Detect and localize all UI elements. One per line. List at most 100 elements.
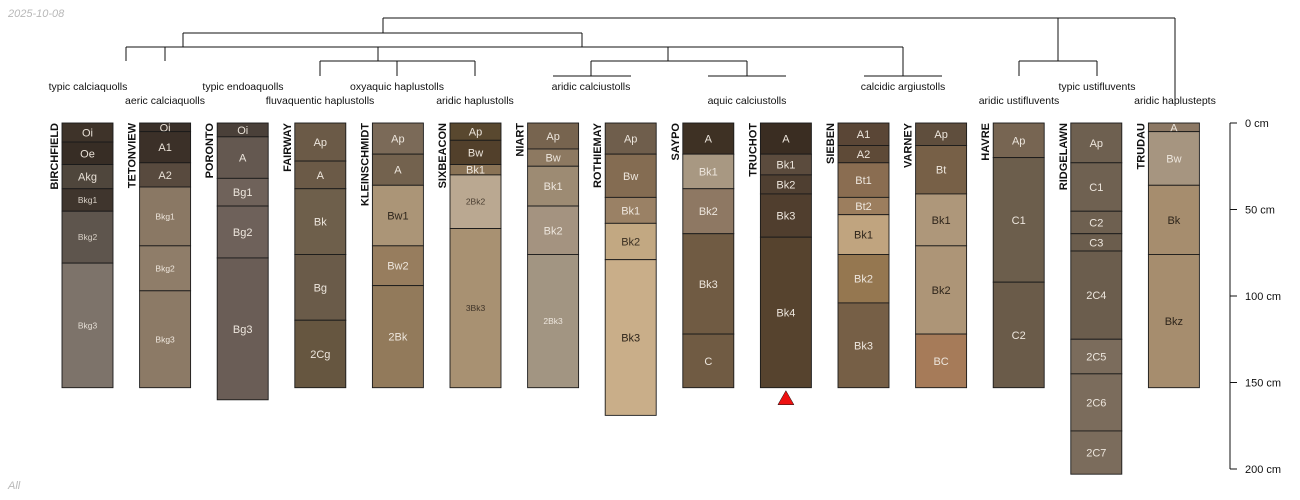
horizon-bk3 <box>837 302 890 389</box>
horizon-label: 2C6 <box>1086 397 1106 409</box>
taxonomy-label: aridic ustifluvents <box>979 95 1060 107</box>
horizon-label: Oi <box>82 128 93 140</box>
profile-name: VARNEY <box>903 122 915 168</box>
horizon-bkz <box>1147 254 1200 389</box>
horizon-label: Bw2 <box>387 261 408 273</box>
horizon-label: Bk1 <box>854 230 873 242</box>
horizon-label: Bkz <box>1165 316 1183 328</box>
horizon-a <box>216 136 269 179</box>
horizon-label: Bw <box>1166 153 1181 165</box>
horizon-bg3 <box>216 257 269 401</box>
taxonomy-labels: typic calciaquolls aeric calciaquolls typi… <box>49 81 1216 107</box>
taxonomy-label: typic endoaquolls <box>202 81 283 93</box>
horizon-label: Bkg1 <box>155 211 175 221</box>
horizon-label: Bk2 <box>932 285 951 297</box>
horizon-label: 2Bk3 <box>543 316 563 326</box>
horizon-ap <box>604 122 657 155</box>
horizon-bk1 <box>837 214 890 255</box>
profile-poronto: Oi A Bg1 Bg2 Bg3 PORONTO <box>204 122 269 401</box>
taxonomy-label: aridic calciustolls <box>552 81 631 93</box>
profile-saypo: A Bk1 Bk2 Bk3 C SAYPO <box>670 122 735 389</box>
horizon-label: Bk2 <box>776 179 795 191</box>
horizon-bk <box>294 188 347 255</box>
horizon-bc <box>915 333 968 389</box>
horizon-bk1 <box>527 165 580 207</box>
horizon-bk2 <box>527 205 580 255</box>
horizon-a <box>759 122 812 155</box>
horizon-label: C3 <box>1089 237 1103 249</box>
profile-niart: Ap Bw Bk1 Bk2 2Bk3 NIART <box>515 122 580 389</box>
horizon-bk1 <box>682 153 735 190</box>
profile-truchot: A Bk1 Bk2 Bk3 Bk4 TRUCHOT <box>747 122 812 405</box>
horizon-label: Oe <box>80 148 95 160</box>
horizon-bk2 <box>915 245 968 335</box>
horizon-label: A1 <box>158 142 171 154</box>
horizon-bw <box>1147 131 1200 186</box>
profile-name: SAYPO <box>670 123 682 161</box>
profile-rothiemay: Ap Bw Bk1 Bk2 Bk3 ROTHIEMAY <box>592 122 657 416</box>
taxonomy-label: aridic haplustepts <box>1134 95 1216 107</box>
horizon-label: Bk1 <box>699 166 718 178</box>
horizon-label: Bw <box>545 153 560 165</box>
profile-trudau: A Bw Bk Bkz TRUDAU <box>1135 122 1200 389</box>
horizon-bg <box>294 254 347 321</box>
horizon-2c4 <box>1070 250 1123 340</box>
horizon-a <box>371 153 424 186</box>
horizon-label: Bk3 <box>621 333 640 345</box>
horizon-bk1 <box>604 196 657 224</box>
depth-tick-label: 50 cm <box>1245 205 1275 217</box>
horizon-label: Bk1 <box>932 215 951 227</box>
horizon-2cg <box>294 319 347 389</box>
horizon-label: A <box>239 153 247 165</box>
profile-fairway: Ap A Bk Bg 2Cg FAIRWAY <box>282 122 347 389</box>
horizon-bk3 <box>682 233 735 335</box>
horizon-label: 3Bk3 <box>466 303 486 313</box>
horizon-bk4 <box>759 236 812 389</box>
horizon-label: Bg3 <box>233 324 253 336</box>
horizon-3bk3 <box>449 228 502 389</box>
horizon-label: A <box>394 165 402 177</box>
horizon-label: A <box>705 134 713 146</box>
horizon-c2 <box>992 281 1045 389</box>
horizon-2c6 <box>1070 373 1123 432</box>
horizon-bkg3 <box>139 290 192 389</box>
profile-varney: Ap Bt Bk1 Bk2 BC VARNEY <box>903 122 968 389</box>
horizon-bk3 <box>759 193 812 238</box>
depth-tick-label: 200 cm <box>1245 464 1281 476</box>
horizon-bt <box>915 145 968 195</box>
horizon-label: C2 <box>1089 217 1103 229</box>
horizon-label: Bk3 <box>854 340 873 352</box>
horizon-label: A2 <box>158 170 171 182</box>
taxonomy-label: fluvaquentic haplustolls <box>266 95 375 107</box>
horizon-label: Bkg3 <box>78 320 98 330</box>
horizon-label: Bt <box>936 165 946 177</box>
horizon-label: Ap <box>1090 138 1103 150</box>
profile-name: SIXBEACON <box>437 123 449 188</box>
horizon-label: C1 <box>1089 182 1103 194</box>
horizon-label: Bk1 <box>776 160 795 172</box>
depth-tick-label: 0 cm <box>1245 118 1269 130</box>
horizon-label: Bk <box>1167 215 1180 227</box>
horizon-label: Bt2 <box>855 201 872 213</box>
horizon-bkg2 <box>61 210 114 264</box>
footer-label: All <box>8 480 21 492</box>
dendrogram <box>125 17 1176 104</box>
taxonomy-label: calcidic argiustolls <box>861 81 946 93</box>
profile-havre: Ap C1 C2 HAVRE <box>980 122 1045 389</box>
horizon-a2 <box>139 162 192 188</box>
horizon-bt1 <box>837 162 890 198</box>
profile-tetonview: Oi A1 A2 Bkg1 Bkg2 Bkg3 TETONVIEW <box>127 122 192 389</box>
taxonomy-label: typic ustifluvents <box>1058 81 1135 93</box>
horizon-bw2 <box>371 245 424 287</box>
profile-name: ROTHIEMAY <box>592 122 604 188</box>
horizon-2bk2 <box>449 174 502 229</box>
horizon-label: 2Bk <box>388 332 407 344</box>
horizon-ap <box>371 122 424 155</box>
horizon-label: Akg <box>78 172 97 184</box>
horizon-label: Bk2 <box>854 274 873 286</box>
horizon-label: Ap <box>934 129 947 141</box>
horizon-a <box>294 160 347 190</box>
horizon-c1 <box>992 157 1045 283</box>
horizon-label: Ap <box>469 127 482 139</box>
